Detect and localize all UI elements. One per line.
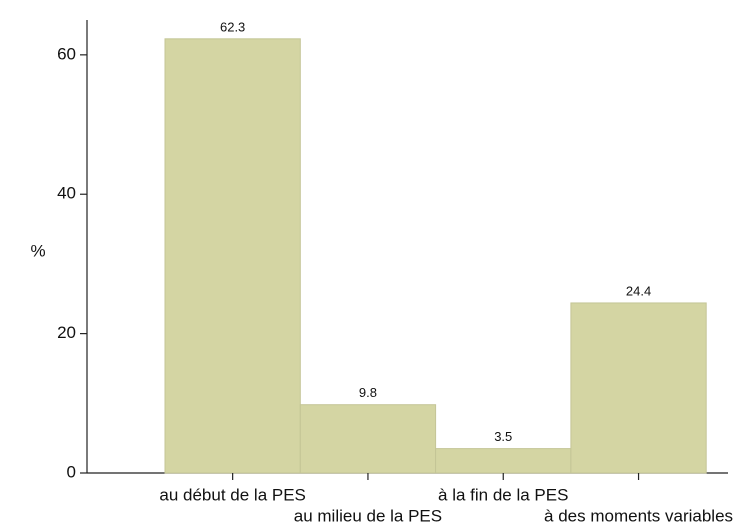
- bar: [164, 38, 301, 474]
- y-tick-label: 0: [67, 462, 76, 481]
- bar: [435, 448, 572, 474]
- x-tick-label: au milieu de la PES: [294, 506, 442, 524]
- y-tick-label: 60: [57, 44, 76, 63]
- value-label: 62.3: [220, 19, 245, 34]
- x-tick-label: à la fin de la PES: [438, 485, 568, 504]
- y-tick-label: 20: [57, 323, 76, 342]
- y-tick-label: 40: [57, 184, 76, 203]
- value-label: 3.5: [494, 429, 512, 444]
- y-axis-label: %: [30, 241, 45, 260]
- bar: [570, 302, 707, 474]
- value-label: 24.4: [626, 283, 651, 298]
- x-tick-label: au début de la PES: [159, 485, 306, 504]
- value-label: 9.8: [359, 385, 377, 400]
- bar: [299, 404, 437, 474]
- x-tick-label: à des moments variables: [544, 506, 733, 524]
